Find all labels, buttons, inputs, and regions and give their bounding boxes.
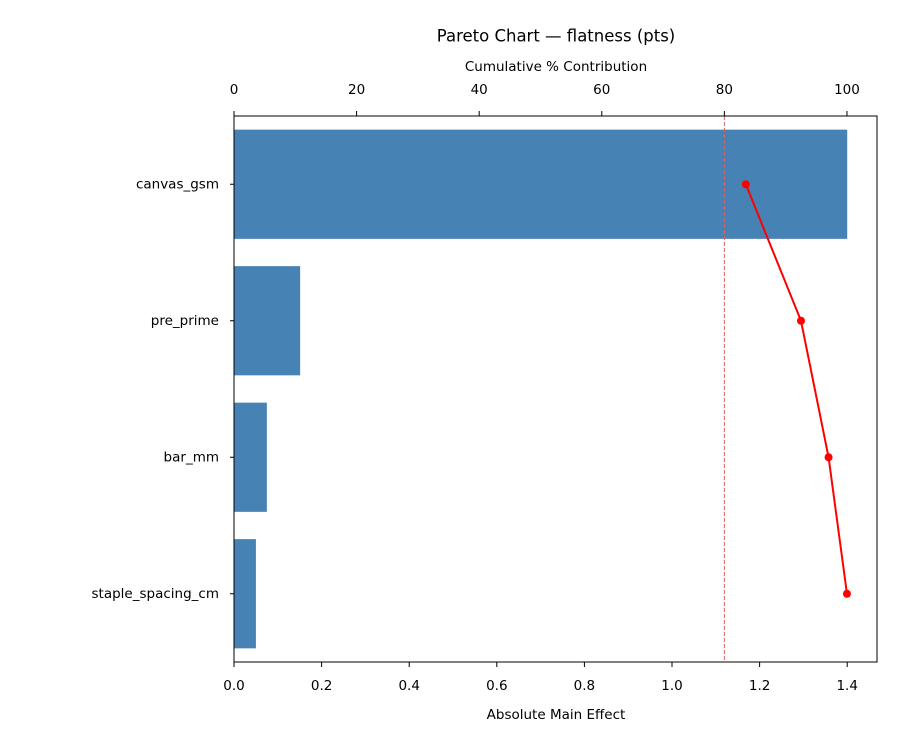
x2-tick-label: 80 [716, 82, 733, 98]
bar [234, 266, 301, 376]
plot-frame [233, 115, 878, 663]
x2-tick-label: 40 [471, 82, 488, 98]
x2-tick-label: 100 [834, 82, 860, 98]
bar [234, 402, 267, 512]
x-tick-label: 0.4 [398, 678, 419, 694]
cumulative-point [824, 453, 833, 462]
cumulative-line [744, 183, 848, 594]
y-tick-label: pre_prime [151, 313, 219, 329]
x2-axis-label: Cumulative % Contribution [465, 59, 647, 75]
x-tick-label: 1.2 [749, 678, 770, 694]
x2-tick-label: 0 [230, 82, 239, 98]
y-tick-label: bar_mm [164, 449, 219, 465]
x2-tick-label: 20 [348, 82, 365, 98]
x-axis-label: Absolute Main Effect [487, 707, 626, 723]
x-tick-label: 0.0 [223, 678, 244, 694]
x-tick-label: 1.4 [836, 678, 857, 694]
bar [234, 129, 848, 239]
bar [234, 539, 256, 649]
chart-title: Pareto Chart — flatness (pts) [437, 27, 675, 46]
cumulative-point [796, 316, 805, 325]
cumulative-point [741, 180, 750, 189]
x-tick-label: 1.0 [661, 678, 682, 694]
x-tick-label: 0.2 [311, 678, 332, 694]
cumulative-point [842, 589, 851, 598]
y-tick-label: canvas_gsm [136, 176, 219, 192]
y-tick-label: staple_spacing_cm [92, 586, 219, 602]
x2-tick-label: 60 [593, 82, 610, 98]
x-tick-label: 0.8 [574, 678, 595, 694]
x-tick-label: 0.6 [486, 678, 507, 694]
